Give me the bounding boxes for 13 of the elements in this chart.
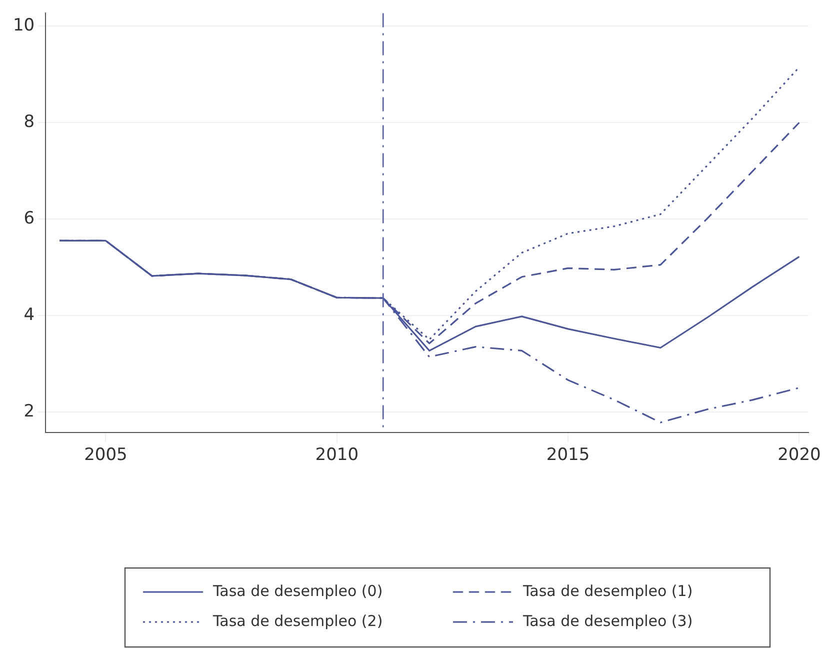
x-tick-label: 2020 xyxy=(778,445,821,466)
x-tick-label: 2015 xyxy=(546,445,590,466)
legend-label: Tasa de desempleo (1) xyxy=(522,582,693,600)
y-tick-label: 2 xyxy=(24,401,35,422)
x-tick-label: 2005 xyxy=(84,445,128,466)
legend-label: Tasa de desempleo (0) xyxy=(212,582,383,600)
x-tick-label: 2010 xyxy=(315,445,359,466)
y-tick-label: 4 xyxy=(24,304,35,325)
y-tick-label: 10 xyxy=(12,16,35,36)
legend-label: Tasa de desempleo (2) xyxy=(212,612,383,630)
legend-label: Tasa de desempleo (3) xyxy=(522,612,693,630)
y-tick-label: 8 xyxy=(24,112,35,132)
y-tick-label: 6 xyxy=(24,208,35,228)
